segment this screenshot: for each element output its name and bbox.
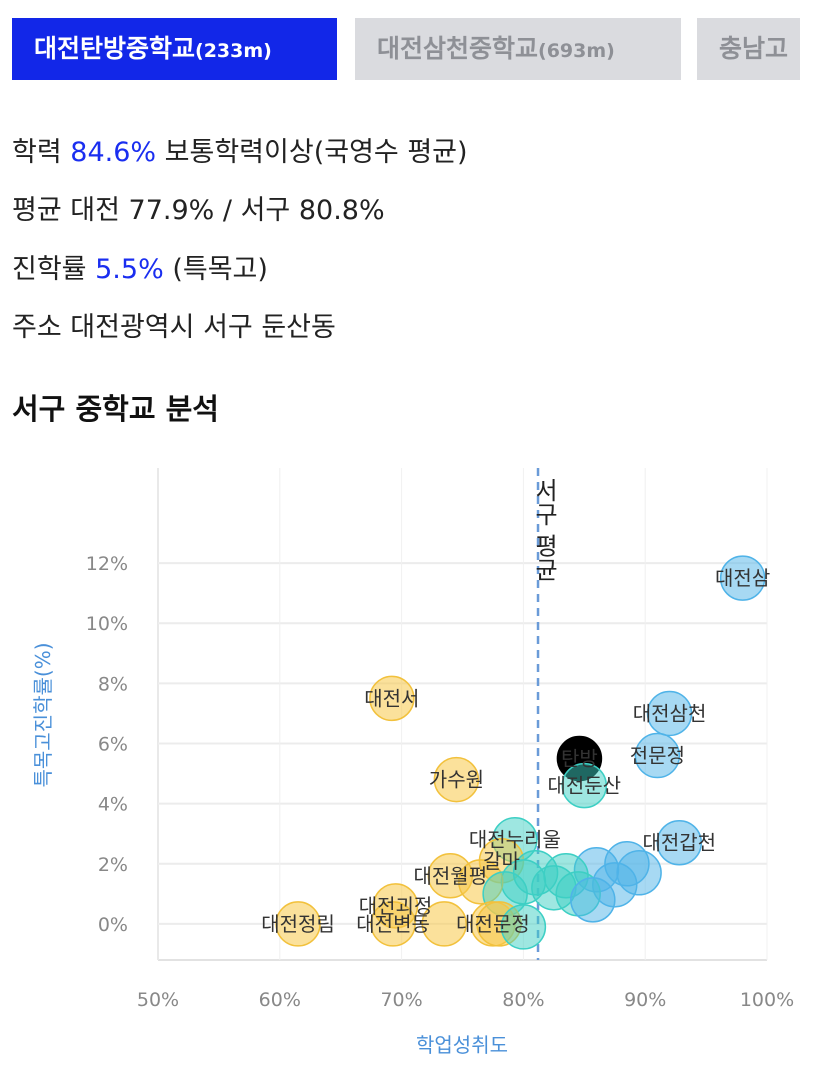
average-value: 대전 77.9% / 서구 80.8% — [70, 195, 385, 226]
x-tick-label: 90% — [624, 989, 666, 1011]
y-tick-label: 6% — [98, 734, 128, 756]
x-axis-title: 학업성취도 — [416, 1033, 508, 1057]
data-point-label: 대전서 — [364, 686, 419, 710]
data-point — [634, 732, 681, 779]
y-tick-label: 0% — [98, 914, 128, 936]
x-tick-label: 70% — [380, 989, 422, 1011]
y-tick-label: 2% — [98, 854, 128, 876]
data-point — [656, 819, 703, 866]
y-tick-label: 12% — [86, 553, 128, 575]
data-point-label: 갈마 — [483, 849, 520, 873]
data-point-label: 대전변동 — [356, 912, 430, 936]
data-point-label: 대전갑천 — [642, 831, 716, 855]
address-row: 주소 대전광역시 서구 둔산동 — [12, 305, 336, 344]
average-line-label: 서구 평균 — [530, 478, 558, 582]
data-point-label: 전문정 — [630, 744, 685, 768]
data-point-label: 대전괴정 — [359, 894, 433, 918]
data-point — [421, 901, 467, 947]
x-tick-label: 50% — [137, 989, 179, 1011]
address-label: 주소 — [12, 312, 62, 343]
y-tick-label: 10% — [86, 613, 128, 635]
data-point — [433, 756, 480, 803]
tab-school-2-distance: (693m) — [538, 40, 615, 62]
data-point-label: 대전문정 — [456, 912, 530, 936]
advance-label: 진학률 — [12, 254, 87, 285]
data-point-label: 대전월평 — [414, 864, 488, 888]
advance-value: 5.5% — [95, 254, 164, 285]
address-value: 대전광역시 서구 둔산동 — [70, 312, 336, 343]
ticks-layer: 0% 2% 4% 6% 8% 10% 12% 50% 60% 70% 80% 90% 100% — [86, 553, 794, 1011]
average-label: 평균 — [12, 195, 62, 226]
data-point — [570, 877, 616, 923]
data-point — [561, 762, 608, 809]
data-point — [275, 901, 321, 947]
tab-school-2[interactable]: 대전삼천중학교(693m) — [355, 18, 681, 80]
data-point — [370, 901, 416, 947]
data-point-label: 대전정림 — [261, 912, 335, 936]
data-point-label: 대전누리울 — [469, 828, 561, 852]
data-point-label: 가수원 — [429, 768, 484, 792]
academic-row: 학력 84.6% 보통학력이상(국영수 평균) — [12, 130, 468, 169]
data-point — [646, 690, 693, 737]
tab-school-1[interactable]: 대전탄방중학교(233m) — [12, 18, 337, 80]
tab-school-3[interactable]: 충남고 — [697, 18, 800, 80]
tab-school-2-name: 대전삼천중학교 — [377, 34, 539, 63]
x-tick-label: 100% — [740, 989, 794, 1011]
data-point-label: 탄방 — [561, 747, 598, 771]
data-point — [500, 904, 547, 950]
tab-school-1-distance: (233m) — [195, 40, 272, 62]
tab-school-3-name: 충남고 — [719, 34, 789, 63]
academic-label: 학력 — [12, 137, 62, 168]
x-tick-label: 60% — [259, 989, 301, 1011]
y-tick-label: 8% — [98, 673, 128, 695]
x-tick-label: 80% — [502, 989, 544, 1011]
data-point-label: 대전삼천 — [633, 701, 707, 725]
tab-school-1-name: 대전탄방중학교 — [34, 34, 196, 63]
advance-row: 진학률 5.5% (특목고) — [12, 247, 268, 286]
school-tabs: 대전탄방중학교(233m) 대전삼천중학교(693m) 충남고 — [12, 18, 800, 80]
academic-desc: 보통학력이상(국영수 평균) — [164, 137, 468, 168]
y-axis-title: 특목고진학률(%) — [31, 642, 55, 787]
y-tick-label: 4% — [98, 794, 128, 816]
data-point-label: 대전삼 — [715, 566, 770, 590]
advance-desc: (특목고) — [172, 254, 268, 285]
data-point — [719, 555, 766, 601]
points-layer — [275, 555, 766, 950]
section-title: 서구 중학교 분석 — [12, 392, 219, 426]
average-row: 평균 대전 77.9% / 서구 80.8% — [12, 188, 385, 227]
data-point — [369, 675, 415, 722]
academic-value: 84.6% — [70, 137, 157, 168]
data-point-label: 대전둔산 — [547, 774, 621, 798]
